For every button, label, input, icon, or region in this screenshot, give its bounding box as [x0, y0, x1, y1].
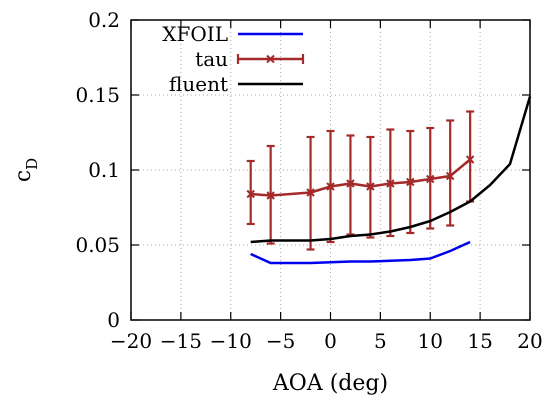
data-point-marker: [346, 179, 355, 188]
y-tick-label: 0.1: [88, 158, 120, 182]
legend-label-fluent: fluent: [169, 72, 228, 96]
legend-swatch-marker: [266, 54, 275, 64]
y-tick-label: 0: [107, 308, 120, 332]
data-point-marker: [445, 171, 455, 181]
x-tick-label: 0: [324, 329, 337, 353]
data-point-marker: [426, 174, 435, 184]
x-tick-label: −10: [210, 329, 252, 353]
y-tick-label: 0.05: [75, 233, 120, 257]
axis-ticks: [130, 19, 531, 321]
legend-label-xfoil: XFOIL: [162, 22, 228, 46]
data-point-marker: [406, 177, 415, 187]
series-fluent: [250, 96, 532, 244]
data-point-marker: [366, 182, 375, 191]
x-tick-label: −15: [160, 329, 202, 353]
data-point-marker: [306, 188, 315, 197]
series-xfoil: [250, 240, 471, 265]
x-tick-label: 20: [517, 329, 542, 353]
data-point-marker: [326, 182, 335, 191]
data-point-marker: [266, 191, 275, 200]
series-tau: [246, 110, 475, 251]
legend-label-tau: tau: [195, 47, 228, 71]
y-tick-label: 0.15: [75, 83, 120, 107]
y-tick-labels: 0 0.05 0.1 0.15 0.2: [75, 8, 120, 332]
x-tick-label: 15: [467, 329, 492, 353]
series-line-fluent: [250, 96, 532, 244]
x-tick-labels: −20 −15 −10 −5 0 5 10 15 20: [110, 329, 543, 353]
series-layer: [246, 96, 532, 265]
y-axis-label-text: cD: [11, 158, 41, 182]
series-line-tau: [250, 158, 471, 197]
data-point-marker: [386, 179, 395, 188]
data-point-marker: [465, 155, 475, 164]
y-axis-label: cD: [11, 158, 41, 182]
x-tick-label: −20: [110, 329, 152, 353]
x-axis-label: AOA (deg): [272, 371, 388, 396]
x-tick-label: −5: [266, 329, 295, 353]
y-tick-label: 0.2: [88, 8, 120, 32]
x-tick-label: 5: [374, 329, 387, 353]
x-tick-label: 10: [418, 329, 443, 353]
series-line-xfoil: [250, 240, 471, 265]
data-point-marker: [246, 189, 255, 199]
